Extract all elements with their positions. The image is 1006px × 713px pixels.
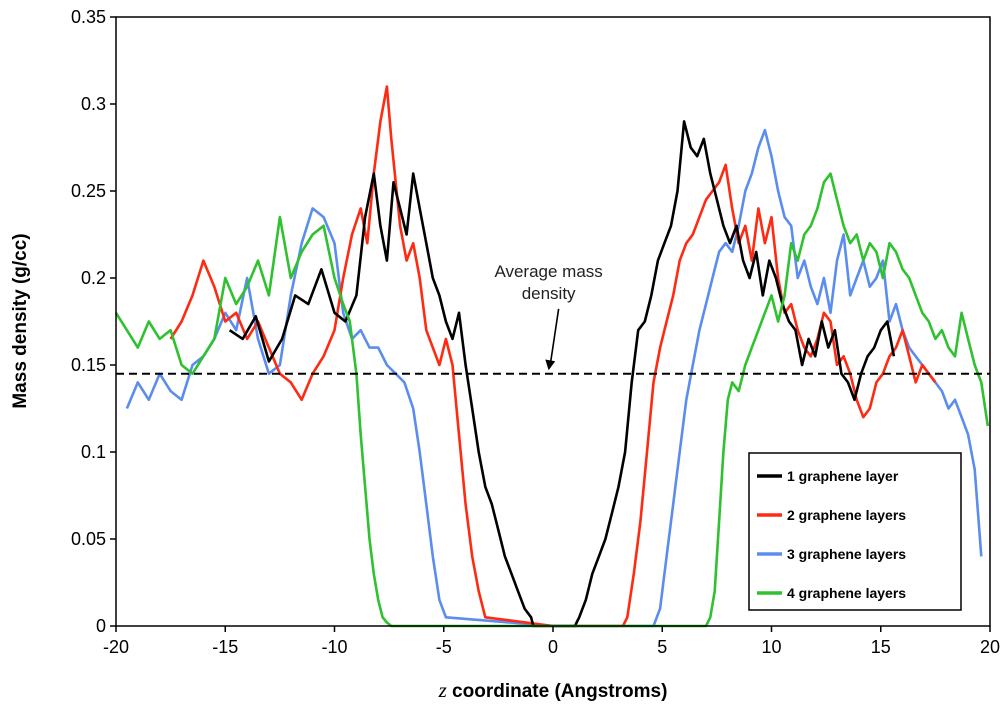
x-tick-label: 10	[761, 637, 781, 657]
x-axis-title-variable: z	[438, 678, 447, 702]
legend-label-2: 2 graphene layers	[787, 507, 906, 523]
x-axis-title: z coordinate (Angstroms)	[438, 678, 668, 702]
y-tick-label: 0.15	[71, 355, 106, 375]
ticks-layer: -20 -15 -10 -5 0 5 10 15 20 0 0.05 0.1 0.15 0.2 0.25 0.…	[71, 7, 1000, 657]
series-line-3	[125, 128, 983, 628]
y-tick-label: 0.25	[71, 181, 106, 201]
x-tick-label: 15	[871, 637, 891, 657]
annotation-arrowhead	[545, 359, 556, 371]
annotation-text-line2: density	[522, 284, 576, 303]
y-tick-label: 0.35	[71, 7, 106, 27]
annotation: Average mass density	[494, 262, 603, 371]
x-tick-label: -15	[212, 637, 238, 657]
x-tick-label: 20	[980, 637, 1000, 657]
legend-box	[748, 452, 962, 611]
legend-label-3: 3 graphene layers	[787, 546, 906, 562]
y-tick-label: 0	[96, 616, 106, 636]
x-tick-label: -5	[436, 637, 452, 657]
y-tick-label: 0.1	[81, 442, 106, 462]
series-line-4	[114, 172, 990, 628]
y-tick-label: 0.3	[81, 94, 106, 114]
x-tick-label: -20	[103, 637, 129, 657]
annotation-arrow	[549, 308, 560, 363]
x-tick-label: -10	[321, 637, 347, 657]
x-tick-label: 5	[657, 637, 667, 657]
x-tick-label: 0	[548, 637, 558, 657]
x-axis-title-text: coordinate (Angstroms)	[447, 681, 668, 702]
legend-label-4: 4 graphene layers	[787, 585, 906, 601]
series-line-1	[228, 120, 896, 628]
y-tick-label: 0.2	[81, 268, 106, 288]
y-tick-label: 0.05	[71, 529, 106, 549]
annotation-text-line1: Average mass	[494, 262, 602, 281]
legend-label-1: 1 graphene layer	[787, 468, 899, 484]
y-axis-title: Mass density (g/cc)	[10, 233, 31, 408]
series-layer	[114, 85, 990, 628]
legend: 1 graphene layer 2 graphene layers 3 graph…	[748, 452, 962, 611]
